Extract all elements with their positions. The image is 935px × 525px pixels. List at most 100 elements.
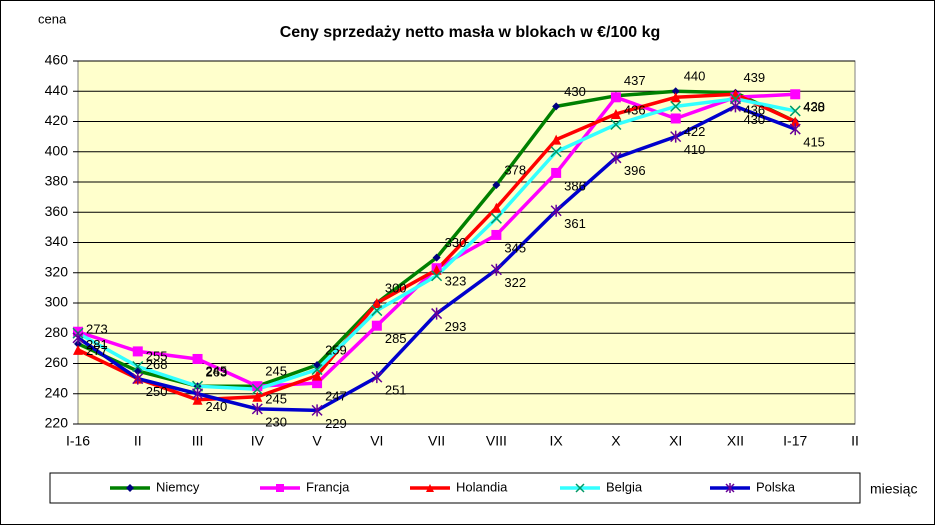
marker (490, 263, 502, 276)
y-axis-label: cena (38, 11, 67, 26)
y-tick-label: 340 (45, 233, 69, 249)
marker (371, 320, 382, 331)
marker (671, 87, 680, 96)
marker (251, 402, 263, 415)
data-label: 422 (684, 124, 706, 139)
legend-label: Belgia (606, 479, 643, 494)
data-label: 250 (146, 384, 168, 399)
y-tick-label: 260 (45, 354, 69, 370)
marker (552, 102, 561, 111)
x-tick-label: IX (550, 433, 564, 449)
data-label: 378 (504, 162, 526, 177)
data-label: 251 (385, 383, 407, 398)
marker (192, 353, 203, 364)
marker (610, 118, 622, 131)
data-label: 268 (146, 357, 168, 372)
x-tick-label: X (611, 433, 621, 449)
marker (431, 307, 443, 320)
legend-label: Holandia (456, 479, 508, 494)
x-tick-label: IV (251, 433, 265, 449)
y-tick-label: 320 (45, 263, 69, 279)
y-tick-label: 420 (45, 112, 69, 128)
x-tick-label: II (851, 433, 859, 449)
x-tick-label: VII (428, 433, 445, 449)
x-tick-label: III (192, 433, 204, 449)
data-label: 396 (624, 163, 646, 178)
marker (610, 151, 622, 164)
marker (729, 100, 741, 113)
marker (312, 378, 323, 389)
x-tick-label: II (134, 433, 142, 449)
legend-label: Francja (306, 479, 350, 494)
marker (670, 130, 682, 143)
legend-label: Niemcy (156, 479, 200, 494)
x-tick-label: I-16 (66, 433, 90, 449)
marker (252, 381, 263, 392)
data-label: 285 (385, 331, 407, 346)
marker (670, 113, 681, 124)
y-tick-label: 220 (45, 415, 69, 431)
x-tick-label: V (312, 433, 322, 449)
data-label: 323 (445, 274, 467, 289)
data-label: 245 (265, 364, 287, 379)
marker (371, 371, 383, 384)
data-label: 430 (743, 112, 765, 127)
marker (431, 270, 443, 282)
marker (132, 360, 144, 373)
marker (551, 167, 562, 178)
marker (790, 89, 801, 100)
marker (252, 391, 263, 402)
data-label: 247 (325, 389, 347, 404)
marker (72, 331, 84, 344)
data-label: 255 (146, 349, 168, 364)
marker (490, 212, 502, 224)
data-label: 240 (206, 399, 228, 414)
y-tick-label: 400 (45, 142, 69, 158)
data-label: 245 (265, 392, 287, 407)
marker (311, 364, 323, 376)
marker (371, 305, 383, 317)
y-tick-label: 240 (45, 384, 69, 400)
marker (491, 229, 502, 240)
data-label: 439 (743, 70, 765, 85)
data-label: 430 (564, 84, 586, 99)
legend-label: Polska (756, 479, 796, 494)
marker (426, 484, 434, 492)
marker (251, 383, 263, 395)
data-label: 436 (743, 103, 765, 118)
marker (610, 92, 621, 103)
data-label: 273 (86, 321, 108, 336)
x-tick-label: VIII (486, 433, 507, 449)
data-label: 420 (803, 99, 825, 114)
marker (312, 370, 323, 381)
marker (725, 483, 735, 493)
data-label: 277 (86, 343, 108, 358)
marker (132, 346, 143, 357)
data-label: 438 (803, 100, 825, 115)
data-label: 281 (86, 337, 108, 352)
y-tick-label: 460 (45, 52, 69, 68)
marker (371, 298, 382, 308)
data-label: 436 (624, 103, 646, 118)
x-axis-label: miesiąc (870, 481, 917, 497)
marker (550, 204, 562, 217)
data-label: 245 (206, 364, 228, 379)
marker (670, 92, 681, 103)
data-label: 230 (265, 414, 287, 429)
marker (789, 105, 801, 117)
data-label: 263 (206, 364, 228, 379)
marker (192, 387, 204, 400)
marker (550, 146, 562, 158)
data-label: 440 (684, 69, 706, 84)
data-label: 415 (803, 135, 825, 150)
data-label: 229 (325, 416, 347, 431)
y-tick-label: 440 (45, 82, 69, 98)
data-label: 386 (564, 178, 586, 193)
marker (126, 484, 134, 492)
data-label: 330 (445, 235, 467, 250)
y-tick-label: 360 (45, 203, 69, 219)
data-label: 410 (684, 142, 706, 157)
marker (192, 394, 203, 405)
marker (74, 339, 82, 348)
